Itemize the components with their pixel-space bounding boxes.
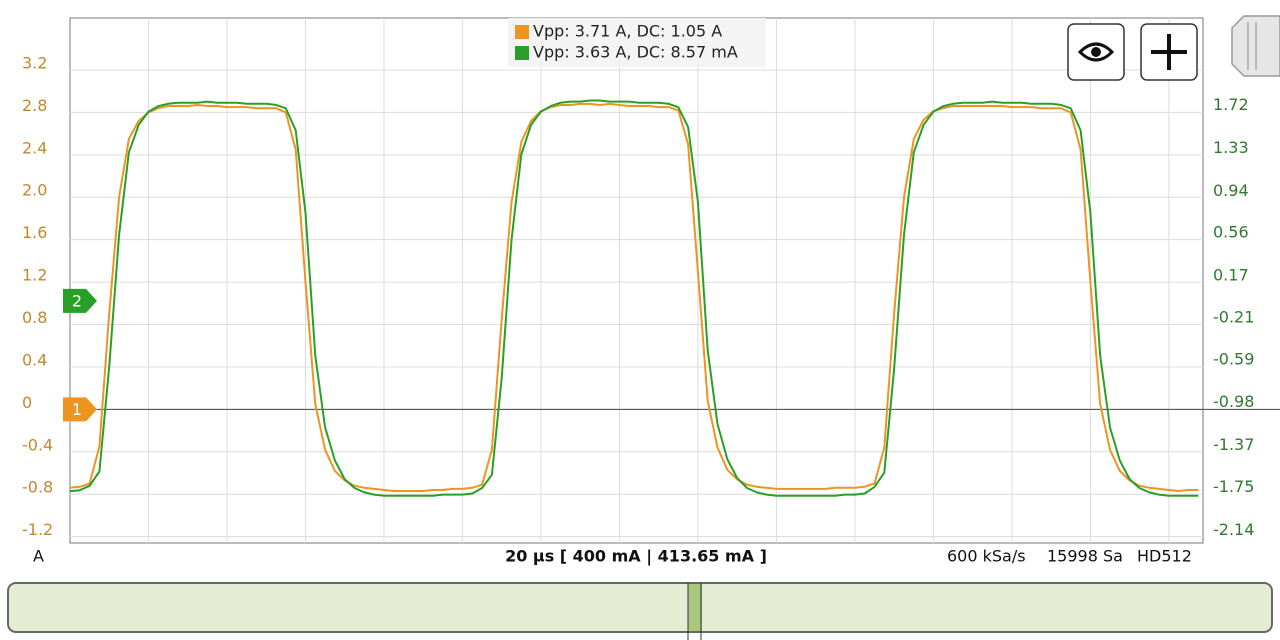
plus-icon [1151, 34, 1187, 70]
y2-tick-label: 0.56 [1213, 223, 1249, 242]
y2-tick-label: -1.37 [1213, 435, 1254, 454]
sample-rate: 600 kSa/s [947, 547, 1026, 566]
overview-track [7, 582, 1273, 633]
plot-frame [69, 17, 1204, 544]
channel-marker [63, 397, 97, 422]
legend: Vpp: 3.71 A, DC: 1.05 A Vpp: 3.63 A, DC: … [508, 18, 766, 67]
y-tick-label: 2.8 [22, 96, 47, 115]
y2-tick-label: -0.98 [1213, 392, 1254, 411]
timebase-status: 20 µs [ 400 mA | 413.65 mA ] [505, 547, 767, 567]
trace [69, 102, 1199, 492]
y-tick-label: 1.2 [22, 266, 47, 285]
side-handle[interactable] [1231, 15, 1280, 77]
y2-tick-label: -1.75 [1213, 477, 1254, 496]
legend-label: Vpp: 3.71 A, DC: 1.05 A [533, 22, 722, 41]
overview-cursor [687, 583, 702, 640]
legend-swatch [515, 25, 529, 39]
y-tick-label: 1.6 [22, 223, 47, 242]
y2-tick-label: 1.33 [1213, 138, 1249, 157]
y-tick-label: 3.2 [22, 53, 47, 72]
acquisition-mode: HD512 [1137, 547, 1192, 566]
y-tick-label: 0 [22, 393, 32, 412]
y-tick-label: 2.0 [22, 181, 47, 200]
sample-count: 15998 Sa [1047, 547, 1123, 566]
channel-marker-label: 2 [72, 291, 82, 310]
eye-icon [1077, 42, 1115, 62]
legend-swatch [515, 46, 529, 60]
y-tick-label: 0.8 [22, 308, 47, 327]
y2-tick-label: 1.72 [1213, 95, 1249, 114]
y-tick-label: -0.8 [22, 478, 53, 497]
plot-area: -1.2 -0.8 -0.4 0 0.4 0.8 1.2 1.6 2.0 2.4 2.8 3.2 -2.… [22, 17, 1280, 544]
channel-marker [63, 288, 97, 313]
y2-tick-label: 0.17 [1213, 266, 1249, 285]
y-tick-label: 2.4 [22, 138, 47, 157]
eye-button[interactable] [1067, 23, 1125, 81]
add-button[interactable] [1140, 23, 1198, 81]
y-tick-label: 0.4 [22, 350, 47, 369]
overview-window [688, 584, 702, 631]
legend-label: Vpp: 3.63 A, DC: 8.57 mA [533, 43, 738, 62]
y-tick-label: -0.4 [22, 435, 53, 454]
y-tick-label: -1.2 [22, 520, 53, 539]
overview-bar[interactable] [7, 582, 1273, 640]
y2-tick-label: -0.21 [1213, 307, 1254, 326]
y-unit-label: A [33, 547, 44, 566]
trace [69, 99, 1199, 497]
handle-grip [1247, 22, 1257, 70]
eye-pupil [1091, 47, 1101, 57]
y2-tick-label: -2.14 [1213, 520, 1254, 539]
legend-box [508, 18, 766, 67]
channel-marker-label: 1 [72, 400, 82, 419]
y2-tick-label: 0.94 [1213, 181, 1249, 200]
y2-tick-label: -0.59 [1213, 349, 1254, 368]
